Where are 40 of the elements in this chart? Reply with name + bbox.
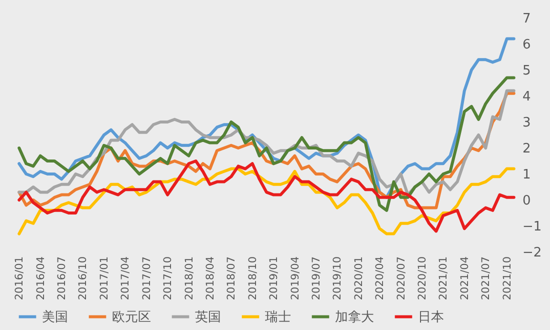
x-tick-label: 2021/10: [501, 256, 514, 300]
x-tick-label: 2021/01: [438, 256, 450, 300]
legend-label: 加拿大: [335, 310, 374, 325]
x-tick-label: 2016/10: [77, 256, 90, 300]
legend-label: 英国: [195, 310, 221, 325]
x-tick-label: 2017/01: [98, 256, 110, 300]
y-tick-label: 0: [522, 194, 531, 208]
legend-label: 美国: [42, 308, 68, 325]
x-tick-label: 2019/01: [268, 256, 280, 300]
y-tick-label: 2: [522, 142, 531, 156]
x-tick-label: 2019/04: [289, 256, 302, 300]
y-tick-label: 3: [522, 116, 531, 130]
x-tick-label: 2017/04: [120, 256, 132, 300]
y-tick-label: 5: [522, 64, 531, 78]
x-tick-label: 2016/07: [56, 256, 68, 300]
x-tick-label: 2019/10: [332, 256, 344, 300]
x-tick-label: 2021/04: [458, 256, 471, 300]
x-tick-label: 2020/10: [416, 256, 428, 300]
x-tick-label: 2017/07: [140, 256, 153, 300]
x-tick-label: 2019/07: [310, 256, 322, 300]
x-tick-label: 2018/04: [204, 256, 216, 300]
x-tick-label: 2020/01: [352, 256, 365, 300]
y-tick-label: 6: [522, 38, 531, 52]
x-tick-label: 2020/04: [374, 256, 386, 300]
x-tick-label: 2021/07: [480, 256, 492, 300]
x-tick-label: 2018/10: [246, 256, 259, 300]
x-tick-label: 2016/04: [34, 256, 47, 300]
y-tick-label: 1: [522, 168, 531, 182]
y-tick-label: 7: [522, 12, 531, 26]
x-tick-label: 2017/10: [162, 256, 174, 300]
y-tick-label: 4: [522, 90, 531, 104]
y-tick-label: −1: [522, 220, 542, 234]
legend-label: 欧元区: [112, 310, 151, 325]
legend-label: 日本: [418, 310, 444, 325]
x-tick-label: 2018/01: [183, 256, 196, 300]
y-tick-label: −2: [522, 246, 542, 260]
legend-label: 瑞士: [265, 310, 291, 325]
x-tick-label: 2016/01: [14, 256, 26, 300]
x-tick-label: 2018/07: [226, 256, 238, 300]
x-tick-label: 2020/07: [395, 256, 408, 300]
